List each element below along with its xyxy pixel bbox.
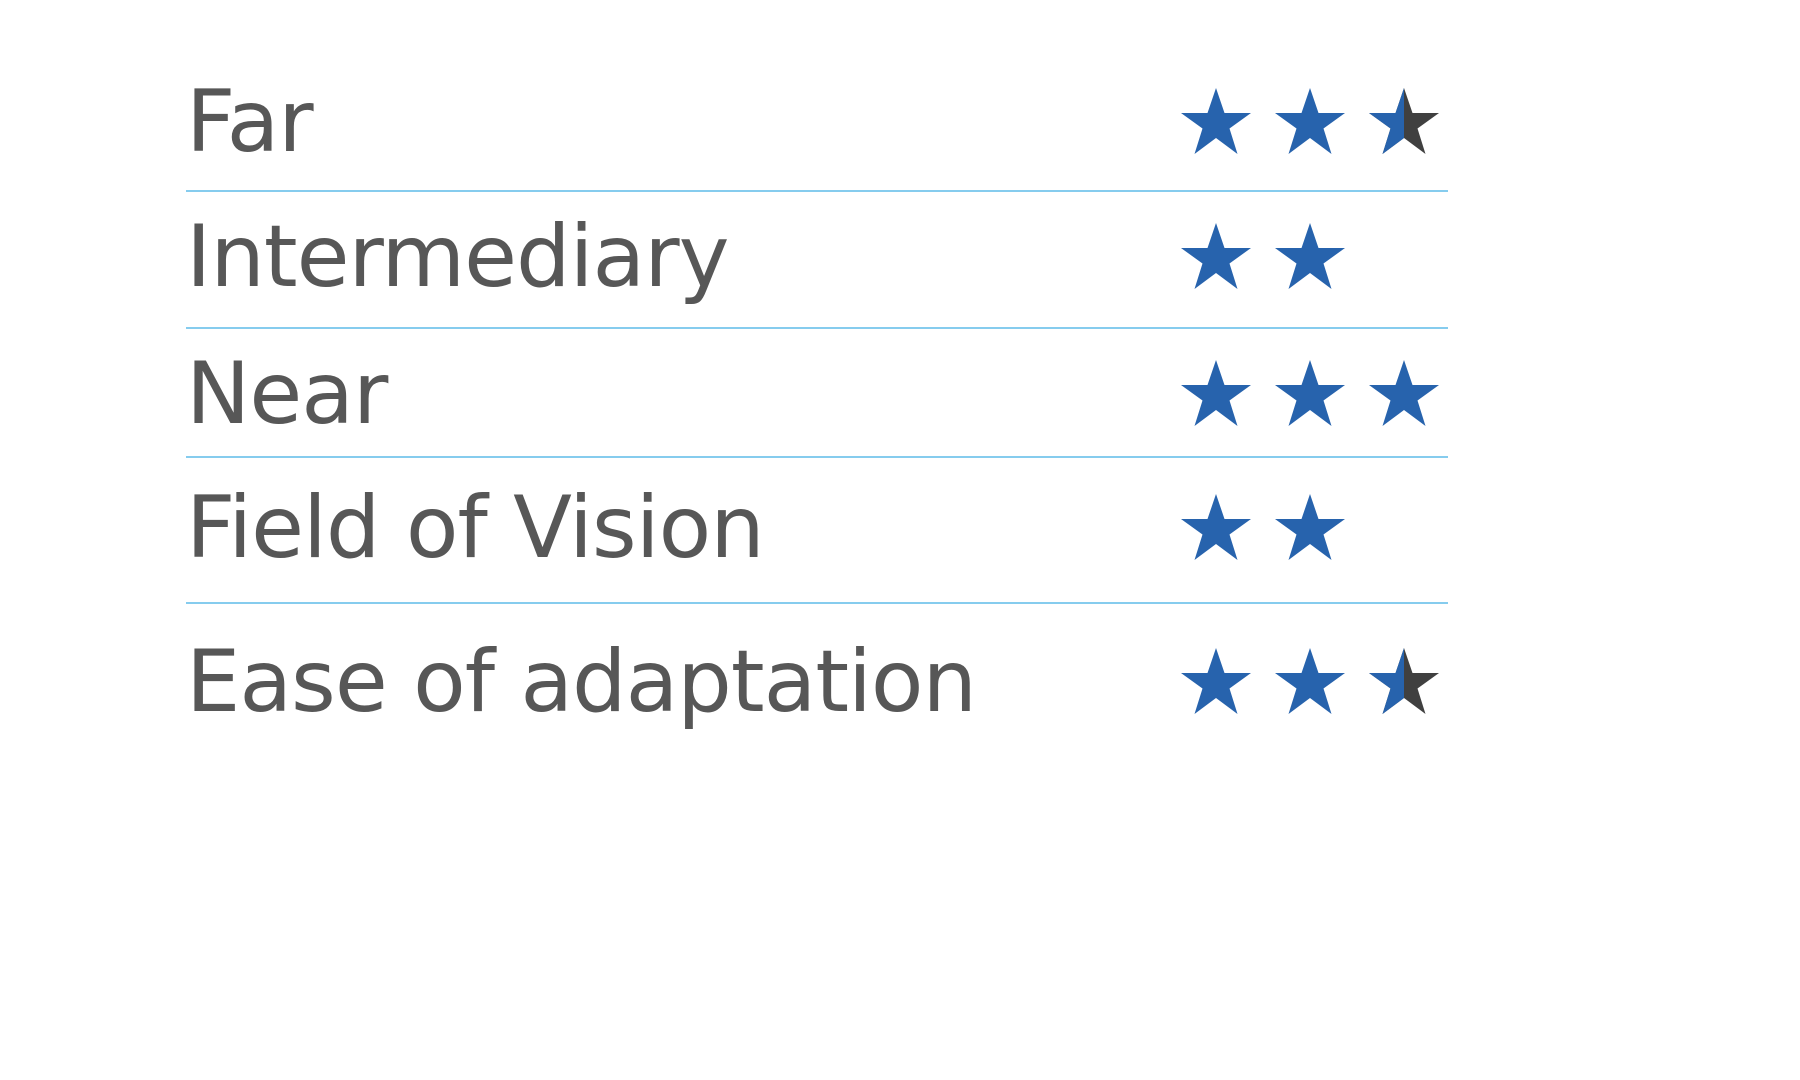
star-icon bbox=[1181, 494, 1251, 560]
half-star-icon bbox=[1369, 88, 1439, 154]
divider bbox=[186, 456, 1448, 458]
rating-label: Ease of adaptation bbox=[186, 632, 977, 732]
rating-label: Far bbox=[186, 72, 314, 172]
star-icon bbox=[1181, 648, 1251, 714]
star-icon bbox=[1181, 88, 1251, 154]
rating-row: Intermediary bbox=[186, 206, 1448, 306]
rating-row: Near bbox=[186, 343, 1448, 443]
rating-label: Field of Vision bbox=[186, 478, 765, 578]
rating-row: Ease of adaptation bbox=[186, 631, 1448, 731]
star-icon bbox=[1275, 360, 1345, 426]
star-icon bbox=[1275, 88, 1345, 154]
star-icon bbox=[1181, 360, 1251, 426]
star-rating bbox=[1180, 221, 1346, 291]
half-star-icon bbox=[1369, 648, 1439, 714]
star-rating bbox=[1180, 86, 1440, 156]
rating-label: Intermediary bbox=[186, 207, 729, 307]
star-rating bbox=[1180, 646, 1440, 716]
divider bbox=[186, 190, 1448, 192]
star-icon bbox=[1275, 223, 1345, 289]
star-icon bbox=[1275, 494, 1345, 560]
rating-label: Near bbox=[186, 344, 388, 444]
star-icon bbox=[1275, 648, 1345, 714]
divider bbox=[186, 602, 1448, 604]
star-rating bbox=[1180, 358, 1440, 428]
star-rating bbox=[1180, 492, 1346, 562]
star-icon bbox=[1369, 360, 1439, 426]
rating-row: Far bbox=[186, 71, 1448, 171]
rating-row: Field of Vision bbox=[186, 477, 1448, 577]
star-icon bbox=[1181, 223, 1251, 289]
divider bbox=[186, 327, 1448, 329]
